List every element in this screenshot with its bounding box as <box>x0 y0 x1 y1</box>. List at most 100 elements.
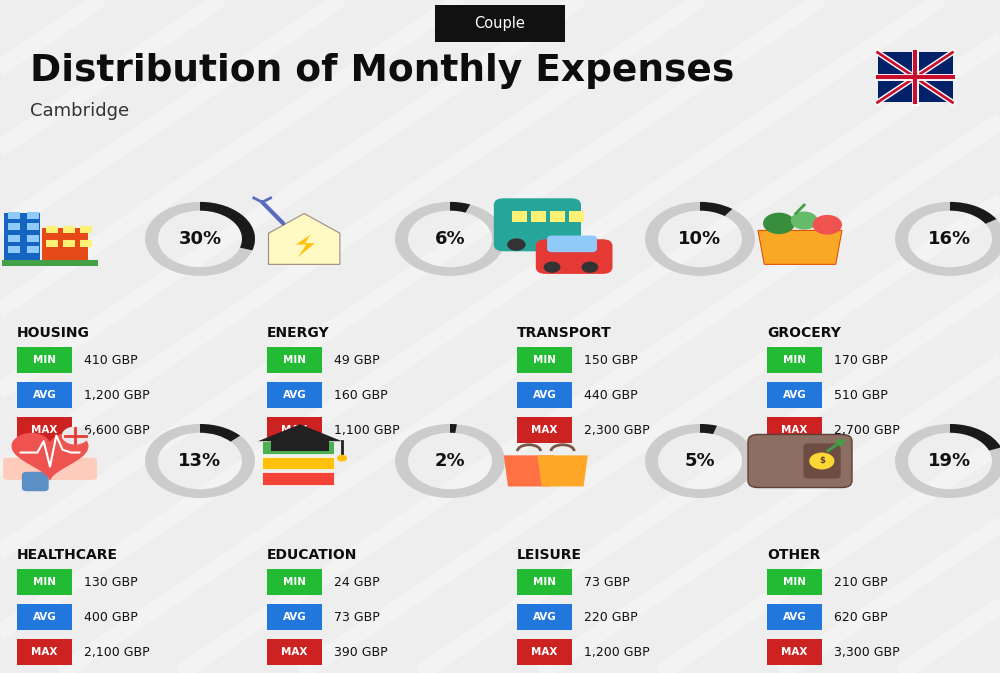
Wedge shape <box>395 202 505 276</box>
Text: MIN: MIN <box>783 355 806 365</box>
Wedge shape <box>895 424 1000 498</box>
Text: MIN: MIN <box>33 355 56 365</box>
Circle shape <box>337 455 347 462</box>
Wedge shape <box>950 202 996 223</box>
Text: 2%: 2% <box>435 452 465 470</box>
Text: ENERGY: ENERGY <box>267 326 330 341</box>
Wedge shape <box>895 202 1000 276</box>
FancyBboxPatch shape <box>17 347 72 373</box>
Wedge shape <box>700 424 717 434</box>
FancyBboxPatch shape <box>512 211 527 222</box>
Text: 130 GBP: 130 GBP <box>84 575 138 589</box>
FancyBboxPatch shape <box>17 569 72 595</box>
Text: HOUSING: HOUSING <box>17 326 90 341</box>
Text: MAX: MAX <box>281 425 308 435</box>
Wedge shape <box>200 202 255 250</box>
Text: 1,200 GBP: 1,200 GBP <box>84 388 150 402</box>
Text: 1,100 GBP: 1,100 GBP <box>334 423 400 437</box>
Text: MIN: MIN <box>533 355 556 365</box>
FancyBboxPatch shape <box>17 639 72 665</box>
FancyBboxPatch shape <box>3 458 97 480</box>
FancyBboxPatch shape <box>262 457 334 470</box>
FancyBboxPatch shape <box>17 382 72 408</box>
Text: TRANSPORT: TRANSPORT <box>517 326 612 341</box>
FancyBboxPatch shape <box>267 347 322 373</box>
FancyBboxPatch shape <box>517 417 572 443</box>
Text: MIN: MIN <box>283 355 306 365</box>
Circle shape <box>582 262 598 273</box>
Wedge shape <box>645 202 755 276</box>
FancyBboxPatch shape <box>767 382 822 408</box>
Text: MAX: MAX <box>781 647 808 657</box>
FancyBboxPatch shape <box>27 246 39 253</box>
Text: 170 GBP: 170 GBP <box>834 353 888 367</box>
Wedge shape <box>700 202 732 216</box>
Text: 510 GBP: 510 GBP <box>834 388 888 402</box>
Wedge shape <box>200 424 240 441</box>
FancyBboxPatch shape <box>767 569 822 595</box>
FancyBboxPatch shape <box>517 347 572 373</box>
Circle shape <box>555 238 574 251</box>
Text: MAX: MAX <box>31 647 58 657</box>
Text: GROCERY: GROCERY <box>767 326 841 341</box>
Text: MAX: MAX <box>281 647 308 657</box>
FancyBboxPatch shape <box>494 199 581 251</box>
Text: 620 GBP: 620 GBP <box>834 610 888 624</box>
Circle shape <box>507 238 526 251</box>
Wedge shape <box>645 424 755 498</box>
Text: AVG: AVG <box>283 390 306 400</box>
Text: OTHER: OTHER <box>767 548 820 563</box>
FancyBboxPatch shape <box>531 211 546 222</box>
Text: HEALTHCARE: HEALTHCARE <box>17 548 118 563</box>
FancyBboxPatch shape <box>4 213 40 264</box>
Polygon shape <box>758 230 842 264</box>
Polygon shape <box>258 424 342 441</box>
Text: 13%: 13% <box>178 452 222 470</box>
Text: 1,200 GBP: 1,200 GBP <box>584 645 650 659</box>
Polygon shape <box>12 433 88 480</box>
FancyBboxPatch shape <box>42 227 88 264</box>
Circle shape <box>791 211 818 229</box>
Circle shape <box>544 262 560 273</box>
FancyBboxPatch shape <box>435 5 565 42</box>
Polygon shape <box>504 456 554 487</box>
Text: 10%: 10% <box>678 230 722 248</box>
FancyBboxPatch shape <box>569 211 584 222</box>
Text: AVG: AVG <box>33 612 56 622</box>
Text: 440 GBP: 440 GBP <box>584 388 638 402</box>
FancyBboxPatch shape <box>767 417 822 443</box>
FancyBboxPatch shape <box>22 472 49 491</box>
Text: EDUCATION: EDUCATION <box>267 548 357 563</box>
Polygon shape <box>537 456 588 487</box>
Polygon shape <box>296 235 315 257</box>
Text: AVG: AVG <box>783 612 806 622</box>
Text: 220 GBP: 220 GBP <box>584 610 638 624</box>
Text: AVG: AVG <box>783 390 806 400</box>
FancyBboxPatch shape <box>267 639 322 665</box>
FancyBboxPatch shape <box>767 639 822 665</box>
FancyBboxPatch shape <box>80 240 92 248</box>
FancyBboxPatch shape <box>46 226 58 234</box>
Wedge shape <box>395 424 505 498</box>
FancyBboxPatch shape <box>63 226 75 234</box>
Text: 6%: 6% <box>435 230 465 248</box>
Text: 16%: 16% <box>928 230 972 248</box>
Text: AVG: AVG <box>33 390 56 400</box>
FancyBboxPatch shape <box>267 382 322 408</box>
Text: 210 GBP: 210 GBP <box>834 575 888 589</box>
Text: 2,100 GBP: 2,100 GBP <box>84 645 150 659</box>
Text: MIN: MIN <box>33 577 56 587</box>
FancyBboxPatch shape <box>17 417 72 443</box>
FancyBboxPatch shape <box>267 604 322 630</box>
Text: 6,600 GBP: 6,600 GBP <box>84 423 150 437</box>
Text: 160 GBP: 160 GBP <box>334 388 388 402</box>
FancyBboxPatch shape <box>262 441 334 454</box>
Text: MAX: MAX <box>31 425 58 435</box>
Text: MIN: MIN <box>283 577 306 587</box>
FancyBboxPatch shape <box>27 235 39 242</box>
Text: 410 GBP: 410 GBP <box>84 353 138 367</box>
FancyBboxPatch shape <box>550 211 565 222</box>
Text: 30%: 30% <box>178 230 222 248</box>
Circle shape <box>763 213 795 234</box>
FancyBboxPatch shape <box>517 382 572 408</box>
